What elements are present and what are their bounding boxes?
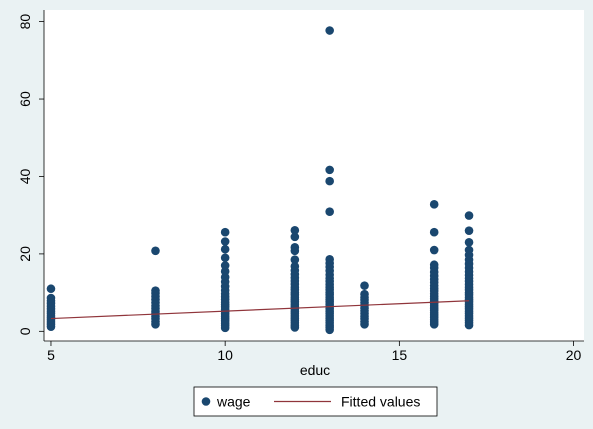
data-point — [290, 255, 300, 265]
x-axis-title: educ — [300, 362, 330, 378]
data-point — [464, 211, 474, 220]
data-point — [464, 226, 474, 235]
data-point — [429, 200, 439, 209]
y-tick-label: 40 — [17, 168, 33, 184]
data-point — [220, 237, 230, 246]
data-point — [220, 253, 230, 263]
legend: wage Fitted values — [193, 386, 438, 417]
x-tick-label: 20 — [566, 347, 582, 363]
data-point — [464, 245, 474, 255]
fitted-line — [50, 300, 470, 320]
x-tick-label: 15 — [392, 347, 408, 363]
data-point — [290, 225, 300, 235]
data-point — [360, 289, 369, 299]
y-tick-label: 0 — [17, 327, 33, 335]
data-point — [325, 26, 334, 35]
data-point — [325, 207, 334, 216]
x-tick-label: 10 — [217, 347, 233, 363]
x-axis: 5 10 15 20 — [44, 340, 584, 363]
data-point — [46, 284, 56, 294]
y-tick-label: 60 — [17, 91, 33, 107]
data-point — [220, 227, 230, 237]
y-tick-label: 20 — [17, 246, 33, 262]
legend-marker-wage — [201, 397, 211, 406]
legend-label-wage: wage — [216, 394, 251, 410]
plot-area — [44, 10, 584, 341]
data-point — [464, 237, 474, 247]
data-point — [429, 227, 439, 237]
data-point — [290, 261, 300, 271]
data-point — [290, 243, 300, 252]
data-point — [151, 286, 160, 295]
y-axis: 0 20 40 60 80 — [17, 10, 45, 341]
data-point — [220, 261, 230, 270]
data-point — [429, 260, 439, 270]
data-point — [46, 293, 56, 303]
legend-label-fitted-values: Fitted values — [341, 394, 420, 410]
data-point — [290, 232, 300, 242]
data-series — [46, 26, 474, 335]
data-point — [325, 255, 334, 264]
data-point — [151, 246, 160, 256]
y-tick-label: 80 — [17, 14, 33, 30]
data-point — [325, 176, 334, 186]
x-tick-label: 5 — [47, 347, 55, 363]
data-point — [325, 165, 334, 175]
data-point — [429, 245, 439, 255]
data-point — [220, 244, 230, 254]
data-point — [360, 281, 369, 290]
